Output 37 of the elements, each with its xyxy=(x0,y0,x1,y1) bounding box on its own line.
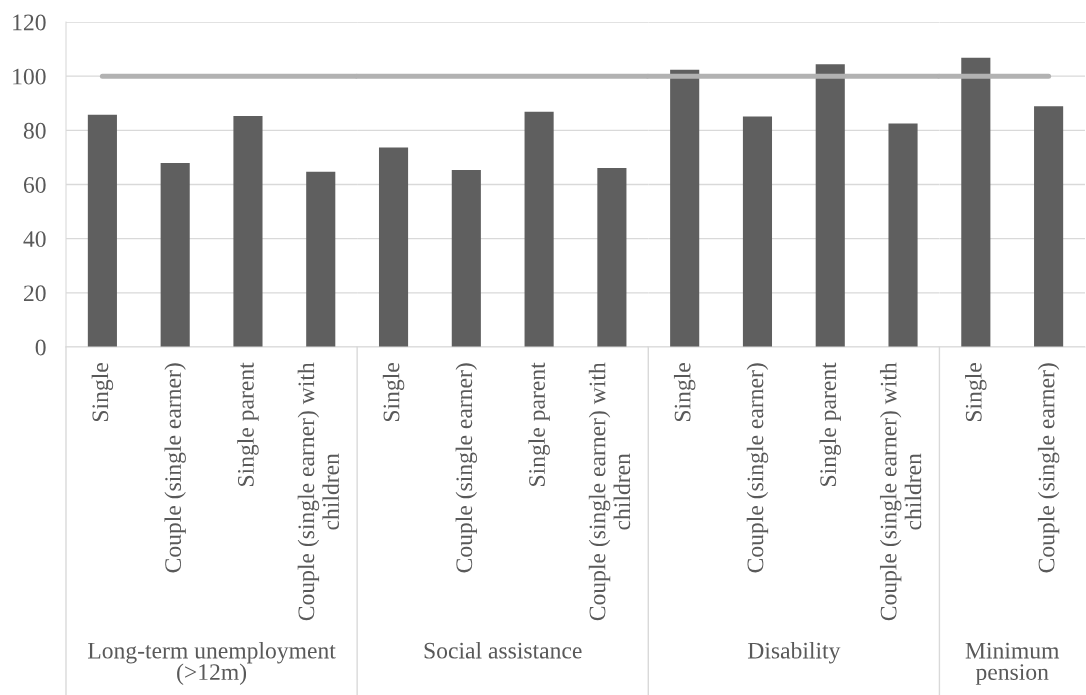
y-tick-label: 40 xyxy=(23,231,46,248)
bar xyxy=(160,163,190,347)
x-tick-label: Single parent xyxy=(237,362,259,486)
x-tick-label: Single parent xyxy=(819,362,841,486)
bar xyxy=(670,69,700,347)
y-tick-label: 120 xyxy=(13,14,46,31)
bar xyxy=(597,167,627,347)
x-tick-label: Couple (single earner) with children xyxy=(588,362,631,621)
bar xyxy=(451,169,481,347)
x-axis-title: Social assistance xyxy=(424,642,582,659)
bar xyxy=(742,116,773,347)
x-tick-label: Single parent xyxy=(528,362,550,486)
x-tick-label: Couple (single earner) xyxy=(746,363,769,573)
x-tick-label: Single xyxy=(965,363,987,422)
bar xyxy=(815,64,845,347)
bar xyxy=(524,111,554,347)
x-tick-label: Single xyxy=(382,363,405,422)
bar xyxy=(888,123,918,347)
bar xyxy=(378,147,409,347)
x-tick-label: Couple (single earner) xyxy=(455,363,478,573)
y-tick-label: 60 xyxy=(23,176,46,193)
bar xyxy=(233,115,263,347)
x-axis-title: Long-term unemployment (>12m) xyxy=(87,642,336,685)
x-tick-label: Couple (single earner) xyxy=(1037,363,1060,573)
x-tick-label: Couple (single earner) with children xyxy=(879,362,922,621)
bar xyxy=(306,171,336,347)
y-tick-label: 20 xyxy=(23,285,46,302)
x-tick-label: Couple (single earner) with children xyxy=(297,362,340,621)
x-tick-label: Single xyxy=(91,363,114,422)
x-tick-label: Single xyxy=(673,363,696,422)
x-axis-title: Disability xyxy=(747,642,841,664)
x-tick-label: Couple (single earner) xyxy=(164,363,186,573)
y-tick-label: 0 xyxy=(35,339,46,356)
y-tick-label: 100 xyxy=(13,68,46,85)
x-axis-title: Minimum pension xyxy=(965,642,1060,685)
bar xyxy=(87,114,117,347)
y-tick-label: 80 xyxy=(23,122,46,139)
